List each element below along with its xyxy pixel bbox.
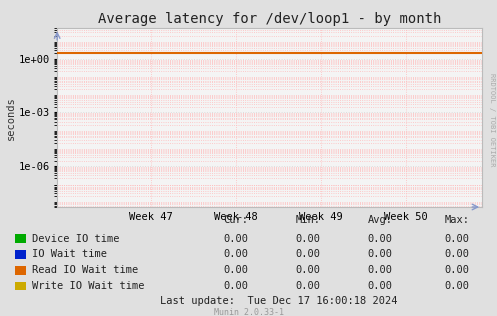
Text: 0.00: 0.00 bbox=[296, 281, 321, 291]
Text: 0.00: 0.00 bbox=[368, 281, 393, 291]
Text: Munin 2.0.33-1: Munin 2.0.33-1 bbox=[214, 308, 283, 316]
Text: 0.00: 0.00 bbox=[368, 234, 393, 244]
Text: 0.00: 0.00 bbox=[224, 249, 248, 259]
Title: Average latency for /dev/loop1 - by month: Average latency for /dev/loop1 - by mont… bbox=[98, 12, 441, 26]
Text: 0.00: 0.00 bbox=[296, 265, 321, 275]
Text: Read IO Wait time: Read IO Wait time bbox=[32, 265, 139, 275]
Text: Last update:  Tue Dec 17 16:00:18 2024: Last update: Tue Dec 17 16:00:18 2024 bbox=[160, 296, 397, 307]
Text: 0.00: 0.00 bbox=[296, 249, 321, 259]
Text: 0.00: 0.00 bbox=[445, 234, 470, 244]
Y-axis label: seconds: seconds bbox=[5, 96, 15, 140]
Text: 0.00: 0.00 bbox=[368, 249, 393, 259]
Text: RRDTOOL / TOBI OETIKER: RRDTOOL / TOBI OETIKER bbox=[489, 73, 495, 167]
Text: Device IO time: Device IO time bbox=[32, 234, 120, 244]
Text: 0.00: 0.00 bbox=[224, 265, 248, 275]
Text: 0.00: 0.00 bbox=[445, 249, 470, 259]
Text: Min:: Min: bbox=[296, 215, 321, 225]
Text: 0.00: 0.00 bbox=[368, 265, 393, 275]
Text: Cur:: Cur: bbox=[224, 215, 248, 225]
Text: Max:: Max: bbox=[445, 215, 470, 225]
Text: Write IO Wait time: Write IO Wait time bbox=[32, 281, 145, 291]
Text: 0.00: 0.00 bbox=[445, 265, 470, 275]
Text: 0.00: 0.00 bbox=[296, 234, 321, 244]
Text: 0.00: 0.00 bbox=[224, 234, 248, 244]
Text: 0.00: 0.00 bbox=[224, 281, 248, 291]
Text: IO Wait time: IO Wait time bbox=[32, 249, 107, 259]
Text: 0.00: 0.00 bbox=[445, 281, 470, 291]
Text: Avg:: Avg: bbox=[368, 215, 393, 225]
